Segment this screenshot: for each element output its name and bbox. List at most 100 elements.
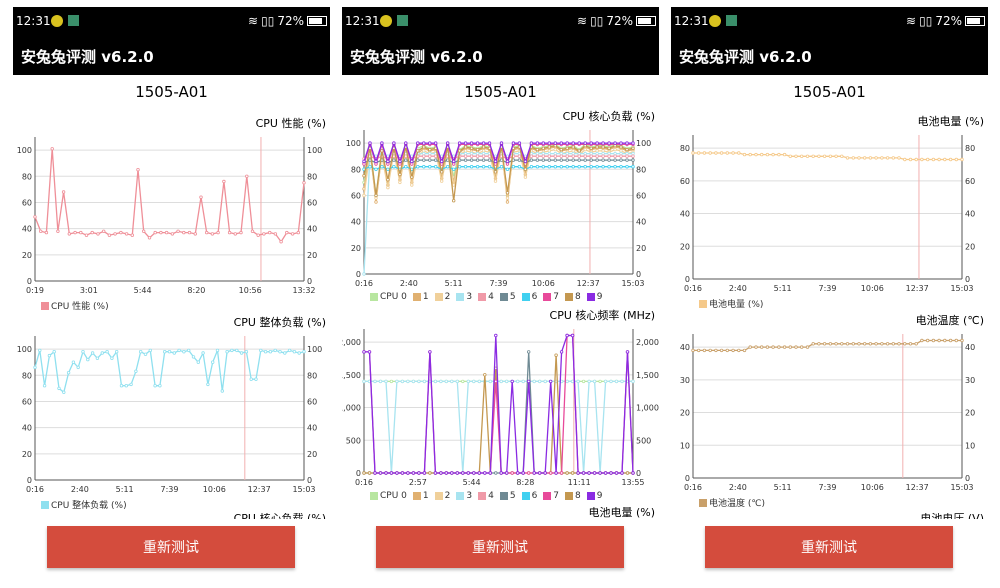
data-point — [373, 471, 377, 475]
chart-card-cpu-core-load: CPU 核心负载 (%) 0 0 20 20 40 40 60 60 80 80 100 100 0:16… — [342, 108, 659, 318]
data-point — [386, 185, 390, 190]
data-point — [455, 471, 459, 475]
y-tick-label: 40 — [22, 424, 32, 433]
y-tick-label: 1,500 — [636, 371, 659, 380]
chart-legend: CPU 性能 (%) — [41, 299, 109, 312]
data-point — [603, 379, 608, 384]
y-tick-label: 0 — [307, 476, 312, 485]
data-point — [475, 141, 480, 145]
x-tick-label: 13:32 — [292, 286, 315, 295]
phone-screen: 12:31 ≋ ▯▯ 72% 安兔兔评测 v6.2.0 1505-A01 电池电… — [671, 7, 988, 583]
data-point — [862, 156, 867, 160]
status-bar: 12:31 ≋ ▯▯ 72% — [671, 7, 988, 35]
status-time: 12:31 — [16, 14, 51, 28]
data-point — [400, 471, 405, 475]
legend-item: 5 — [499, 292, 516, 302]
data-point — [960, 338, 964, 343]
data-point — [186, 348, 191, 353]
data-point — [444, 379, 448, 384]
data-point — [589, 146, 593, 150]
legend-item: 电池电量 (%) — [699, 297, 763, 310]
data-point — [398, 180, 402, 185]
data-point — [625, 165, 629, 169]
legend-label: 7 — [553, 491, 560, 501]
data-point — [719, 348, 724, 353]
data-point — [158, 384, 162, 388]
legend-label: 9 — [596, 491, 603, 501]
data-point — [702, 348, 707, 353]
data-point — [493, 170, 498, 174]
data-point — [368, 141, 372, 145]
data-point — [362, 159, 366, 164]
data-point — [526, 379, 531, 384]
data-point — [417, 471, 421, 475]
data-point — [147, 236, 152, 240]
data-point — [256, 233, 260, 237]
chart-card-battery-temp: 电池温度 (℃) 0 0 10 10 20 20 30 30 40 40 0:16 2:40 5:11 7:… — [671, 312, 988, 522]
data-point — [389, 379, 394, 384]
legend-label: CPU 0 — [380, 292, 407, 302]
data-point — [134, 369, 138, 373]
data-point — [587, 379, 591, 384]
y-tick-label: 40 — [680, 343, 690, 352]
data-point — [565, 471, 569, 475]
data-point — [631, 141, 635, 145]
data-point — [494, 471, 498, 475]
data-point — [920, 338, 924, 343]
data-point — [834, 154, 838, 158]
data-point — [422, 158, 426, 162]
retest-button[interactable]: 重新测试 — [376, 526, 624, 568]
legend-item: 3 — [456, 491, 472, 501]
data-point — [416, 165, 420, 169]
legend-label: CPU 整体负载 (%) — [51, 501, 127, 511]
data-point — [840, 154, 844, 158]
data-point — [386, 167, 390, 171]
x-tick-label: 7:39 — [161, 485, 179, 494]
data-point — [581, 471, 586, 475]
data-point — [583, 154, 587, 158]
data-point — [411, 471, 416, 475]
data-point — [433, 471, 438, 475]
data-point — [840, 342, 844, 346]
data-point — [463, 141, 468, 145]
data-point — [374, 167, 378, 171]
y-tick-label: 0 — [965, 275, 970, 284]
y-tick-label: 80 — [307, 172, 317, 181]
device-name: 1505-A01 — [464, 83, 537, 101]
data-point — [614, 471, 619, 475]
data-point — [410, 159, 414, 164]
chart-title: CPU 核心频率 (MHz) — [549, 309, 655, 322]
legend-item: 7 — [543, 491, 559, 501]
x-tick-label: 15:03 — [292, 485, 315, 494]
data-point — [483, 471, 487, 475]
data-point — [292, 350, 297, 354]
data-point — [463, 154, 468, 158]
data-point — [845, 156, 850, 160]
data-point — [254, 377, 258, 381]
data-point — [517, 141, 522, 145]
y-tick-label: 0 — [27, 277, 32, 286]
legend-swatch — [543, 293, 552, 301]
retest-button[interactable]: 重新测试 — [705, 526, 953, 568]
data-point — [759, 152, 764, 157]
data-point — [386, 159, 390, 164]
battery-icon — [965, 16, 985, 26]
retest-button[interactable]: 重新测试 — [47, 526, 295, 568]
data-point — [367, 350, 372, 354]
data-point — [245, 174, 249, 178]
data-point — [227, 230, 232, 235]
legend-item: 4 — [478, 292, 494, 302]
data-point — [222, 179, 226, 184]
data-point — [463, 145, 468, 149]
y-tick-label: 100 — [346, 139, 361, 148]
y-tick-label: 40 — [307, 424, 317, 433]
data-point — [182, 350, 186, 354]
data-point — [47, 353, 52, 358]
data-point — [493, 179, 498, 183]
data-point — [570, 471, 575, 475]
data-point — [541, 146, 545, 150]
legend-swatch — [499, 293, 508, 301]
data-point — [570, 333, 575, 338]
data-point — [42, 384, 47, 388]
data-point — [477, 471, 481, 475]
